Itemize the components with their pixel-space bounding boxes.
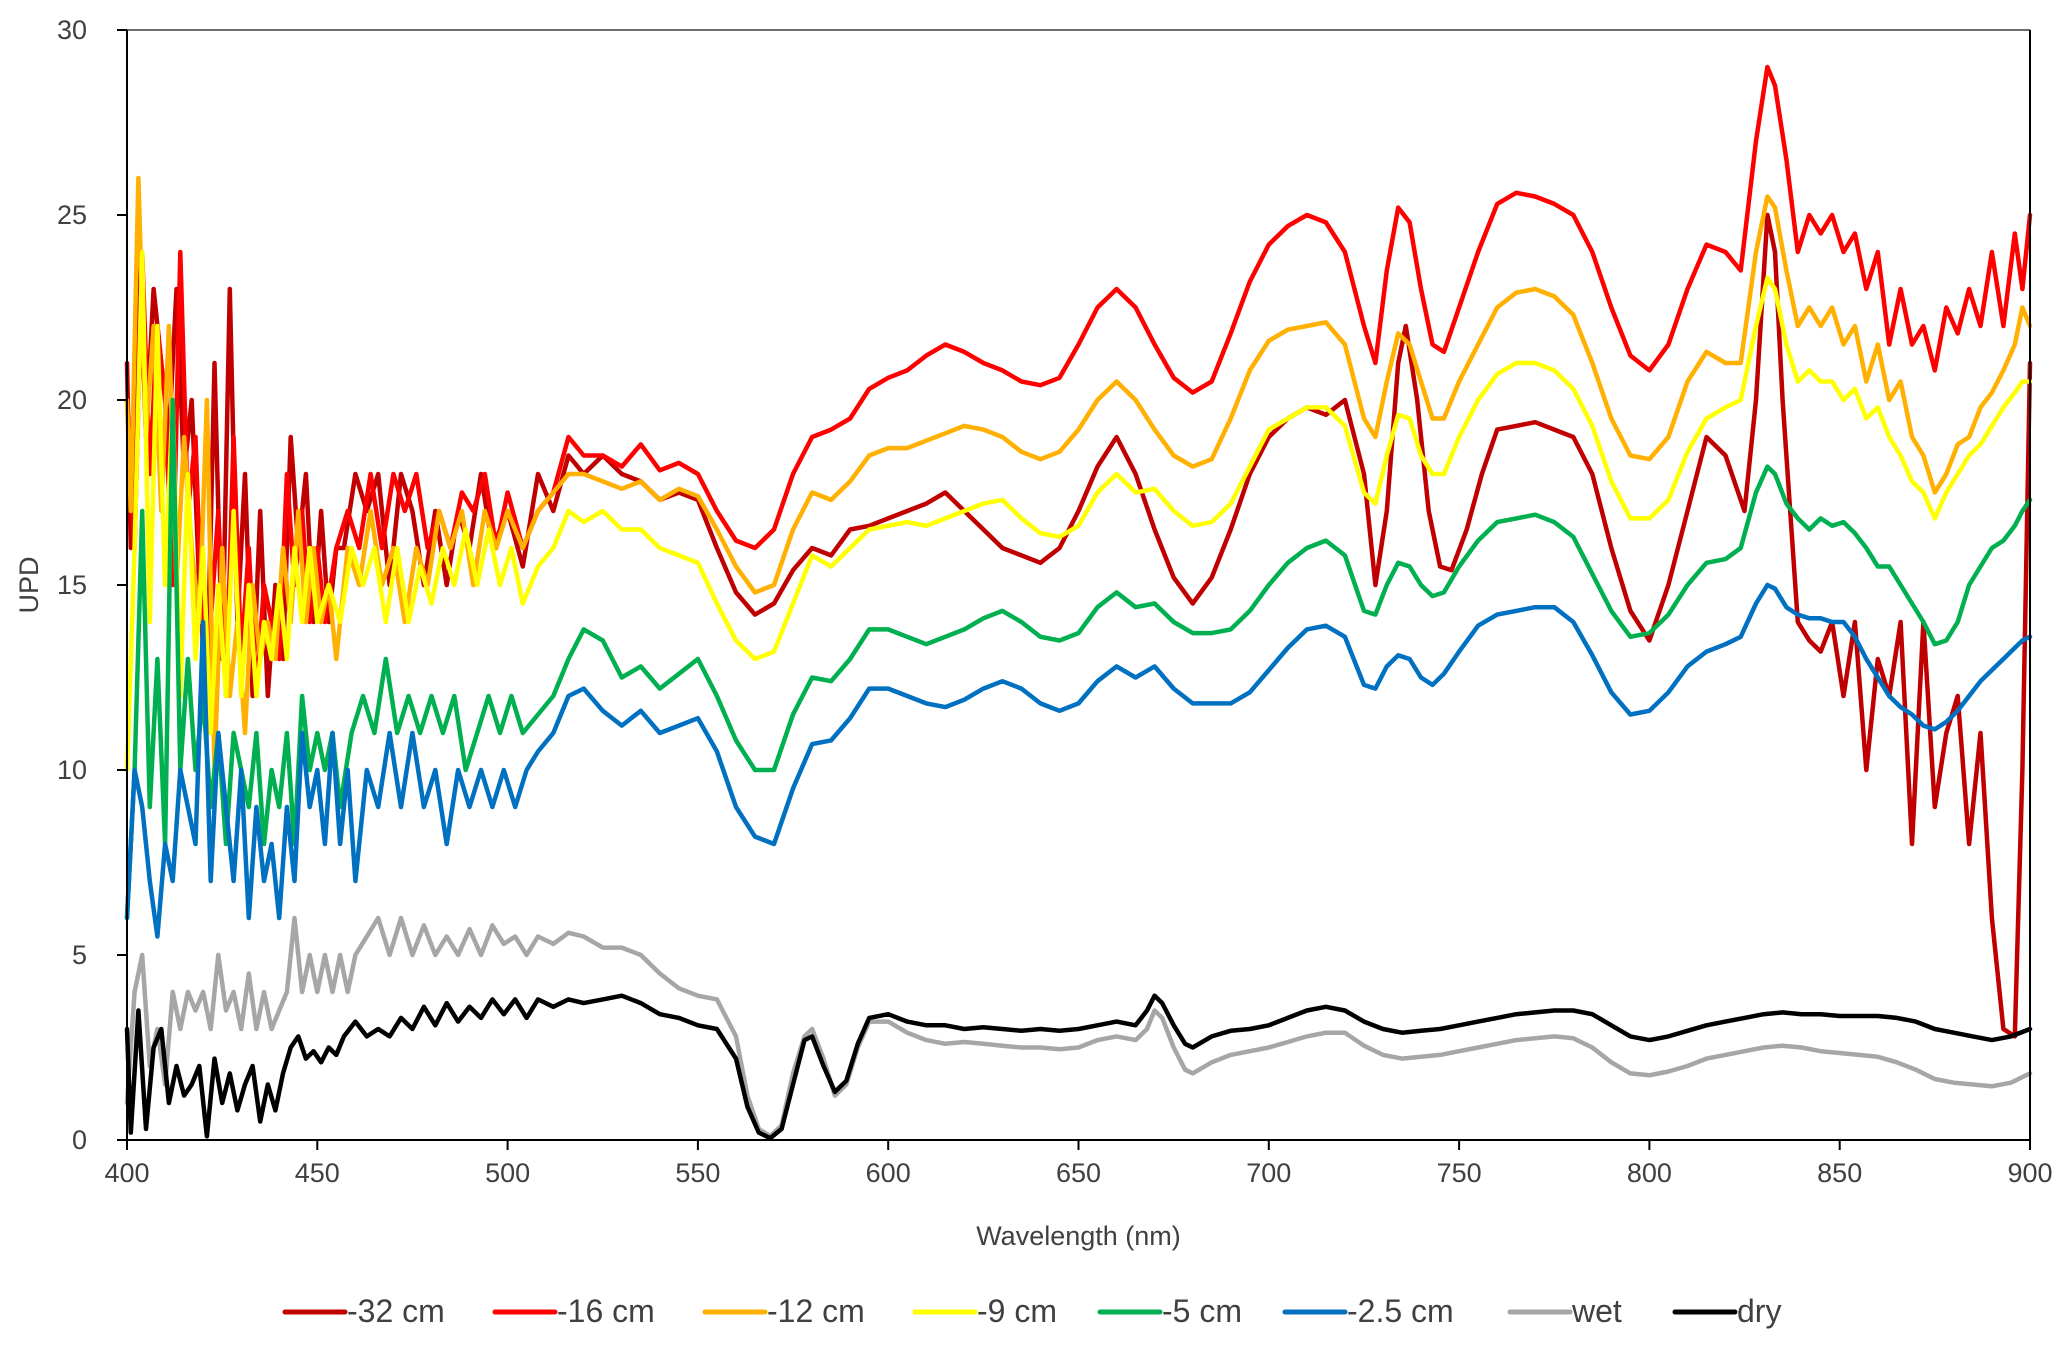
x-tick-label: 450 xyxy=(295,1158,340,1188)
legend-label-5: -5 cm xyxy=(1162,1293,1242,1329)
legend-label-6: -2.5 cm xyxy=(1347,1293,1454,1329)
series-line-4 xyxy=(124,249,2033,773)
x-axis-title: Wavelength (nm) xyxy=(976,1221,1181,1251)
y-tick-label: 10 xyxy=(57,755,87,785)
y-tick-label: 15 xyxy=(57,570,87,600)
series-layer xyxy=(124,29,2033,1141)
x-tick-label: 600 xyxy=(866,1158,911,1188)
legend-label-2: -16 cm xyxy=(557,1293,655,1329)
y-tick-label: 25 xyxy=(57,200,87,230)
series-line-6 xyxy=(124,582,2033,939)
legend-label-7: wet xyxy=(1571,1293,1622,1329)
series-line-7 xyxy=(124,915,2033,1139)
legend: -32 cm -16 cm -12 cm -9 cm -5 cm -2.5 cm wet dr… xyxy=(282,1293,1781,1329)
legend-label-4: -9 cm xyxy=(977,1293,1057,1329)
series-line-3 xyxy=(124,175,2033,773)
x-tick-label: 500 xyxy=(485,1158,530,1188)
y-axis-title: UPD xyxy=(14,556,44,613)
x-tick-label: 900 xyxy=(2007,1158,2052,1188)
x-tick-label: 850 xyxy=(1817,1158,1862,1188)
y-axis-ticks: 0 5 10 15 20 25 30 xyxy=(57,15,127,1155)
legend-label-8: dry xyxy=(1737,1293,1781,1329)
x-tick-label: 700 xyxy=(1246,1158,1291,1188)
series-line-5 xyxy=(124,397,2033,921)
series-line-8 xyxy=(124,993,2033,1141)
x-axis-ticks: 400 450 500 550 600 650 700 750 800 850 900 xyxy=(104,1140,2053,1188)
x-tick-label: 750 xyxy=(1437,1158,1482,1188)
x-tick-label: 550 xyxy=(675,1158,720,1188)
y-tick-label: 30 xyxy=(57,15,87,45)
y-tick-label: 20 xyxy=(57,385,87,415)
y-tick-label: 5 xyxy=(72,940,87,970)
legend-label-1: -32 cm xyxy=(347,1293,445,1329)
x-tick-label: 400 xyxy=(104,1158,149,1188)
y-tick-label: 0 xyxy=(72,1125,87,1155)
x-tick-label: 800 xyxy=(1627,1158,1672,1188)
x-tick-label: 650 xyxy=(1056,1158,1101,1188)
legend-label-3: -12 cm xyxy=(767,1293,865,1329)
